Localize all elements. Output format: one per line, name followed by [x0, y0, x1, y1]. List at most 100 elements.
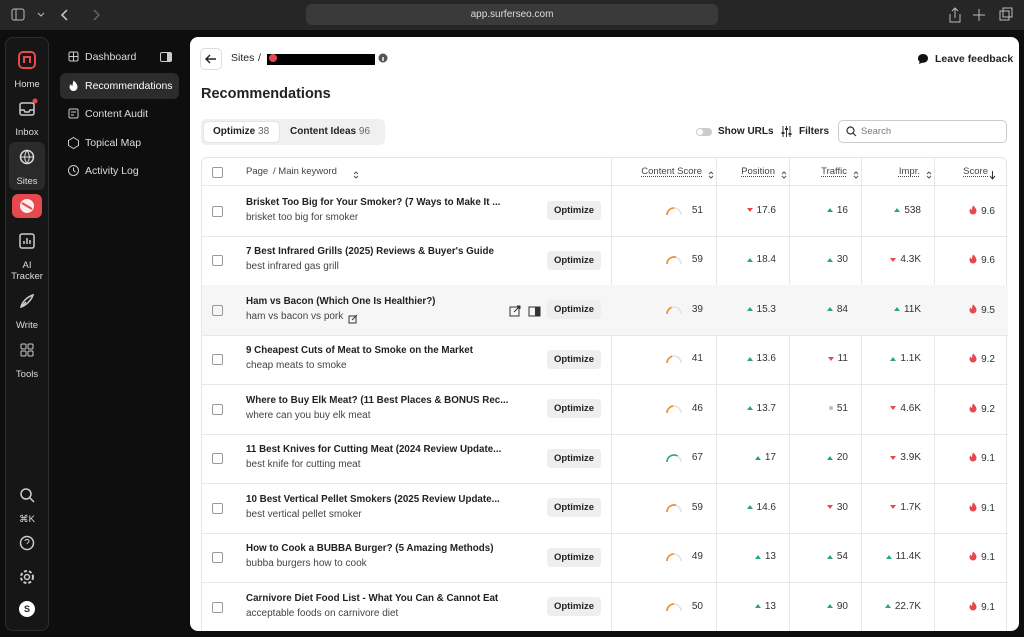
- position-cell: 13: [754, 600, 776, 612]
- checkbox[interactable]: [212, 502, 223, 514]
- row-actions[interactable]: [509, 304, 541, 322]
- trend-up: [746, 356, 753, 361]
- checkbox[interactable]: [212, 167, 223, 178]
- sort-icon: [926, 167, 932, 179]
- page-title[interactable]: 7 Best Infrared Grills (2025) Reviews & …: [246, 246, 494, 258]
- page-title[interactable]: 11 Best Knives for Cutting Meat (2024 Re…: [246, 444, 502, 456]
- trend-up: [754, 554, 761, 559]
- table: Page / Main keyword Content Score Position T…: [201, 157, 1008, 631]
- trend-up: [746, 406, 753, 411]
- page-title[interactable]: Brisket Too Big for Your Smoker? (7 Ways…: [246, 196, 501, 208]
- column-header[interactable]: Traffic: [821, 166, 847, 177]
- toggle[interactable]: [696, 128, 712, 136]
- sites-icon[interactable]: [16, 146, 38, 168]
- optimize-button[interactable]: Optimize: [547, 597, 601, 617]
- rail-label[interactable]: AI Tracker: [11, 260, 43, 282]
- optimize-button[interactable]: Optimize: [547, 201, 601, 221]
- checkbox[interactable]: [212, 453, 223, 465]
- position-value: 13: [764, 600, 776, 612]
- site-avatar[interactable]: [12, 194, 42, 218]
- inbox-icon[interactable]: [16, 98, 38, 120]
- optimize-button[interactable]: Optimize: [547, 547, 601, 567]
- sidebar-icon: [68, 108, 79, 119]
- page-title[interactable]: Carnivore Diet Food List - What You Can …: [246, 592, 499, 604]
- optimize-button[interactable]: Optimize: [547, 399, 601, 419]
- checkbox[interactable]: [212, 354, 223, 366]
- rail-label[interactable]: Home: [14, 79, 40, 90]
- checkbox[interactable]: [212, 403, 223, 415]
- info-icon[interactable]: [378, 53, 388, 63]
- optimize-button[interactable]: Optimize: [547, 300, 601, 320]
- impr-cell: 11K: [893, 304, 921, 315]
- sidebar-item[interactable]: Dashboard: [60, 44, 179, 70]
- position-value: 13.7: [756, 402, 776, 414]
- edit-icon[interactable]: [348, 311, 358, 329]
- breadcrumb[interactable]: Sites: [231, 52, 255, 64]
- avatar[interactable]: S: [19, 601, 35, 617]
- settings-icon[interactable]: [16, 566, 38, 588]
- column-header[interactable]: Content Score: [641, 166, 702, 177]
- browser-controls[interactable]: [10, 7, 100, 23]
- rail-label[interactable]: Tools: [15, 369, 39, 380]
- optimize-button[interactable]: Optimize: [547, 498, 601, 518]
- sort-glyph: [853, 171, 859, 179]
- position-cell: 13: [754, 551, 776, 562]
- rail-label[interactable]: Write: [16, 320, 38, 331]
- filters-button[interactable]: Filters: [799, 126, 830, 137]
- home-icon[interactable]: [16, 49, 38, 71]
- help-icon[interactable]: [16, 532, 38, 554]
- traffic-value: 30: [836, 254, 848, 266]
- row-action-glyphs: [509, 305, 541, 317]
- search-box[interactable]: Search: [838, 120, 1007, 143]
- tab[interactable]: Optimize 38: [213, 126, 269, 137]
- checkbox[interactable]: [212, 304, 223, 316]
- trend-down: [827, 356, 834, 361]
- column-header[interactable]: Position: [741, 166, 775, 177]
- optimize-button[interactable]: Optimize: [547, 448, 601, 468]
- gauge-fill: [666, 355, 673, 364]
- rail-label[interactable]: Inbox: [15, 127, 39, 138]
- page-title[interactable]: Ham vs Bacon (Which One Is Healthier?): [246, 295, 436, 307]
- checkbox[interactable]: [212, 601, 223, 613]
- search-icon[interactable]: [16, 484, 38, 506]
- address-bar[interactable]: app.surferseo.com: [306, 4, 718, 25]
- sidebar-item[interactable]: Topical Map: [60, 130, 179, 156]
- impr-value: 3.9K: [900, 452, 921, 464]
- rail-label[interactable]: Sites: [16, 176, 38, 187]
- optimize-button[interactable]: Optimize: [547, 250, 601, 270]
- column-header[interactable]: Score: [963, 166, 988, 177]
- checkbox[interactable]: [212, 205, 223, 217]
- page-title[interactable]: Where to Buy Elk Meat? (11 Best Places &…: [246, 394, 509, 406]
- checkbox[interactable]: [212, 255, 223, 267]
- page-title[interactable]: 10 Best Vertical Pellet Smokers (2025 Re…: [246, 493, 500, 505]
- collapse-icon[interactable]: [160, 52, 172, 62]
- sort-icon: [781, 167, 787, 179]
- position-cell: 15.3: [746, 303, 776, 315]
- sidebar-label: Topical Map: [85, 137, 142, 149]
- back-button[interactable]: [200, 48, 222, 70]
- tracker-icon[interactable]: [16, 230, 38, 252]
- optimize-button[interactable]: Optimize: [547, 349, 601, 369]
- position-cell: 14.6: [746, 502, 776, 513]
- write-icon[interactable]: [16, 290, 38, 312]
- traffic-value: 51: [836, 402, 848, 414]
- gauge-fill: [666, 602, 675, 611]
- column-header[interactable]: Page: [246, 166, 269, 177]
- tab[interactable]: Content Ideas 96: [290, 126, 370, 137]
- checkbox[interactable]: [212, 552, 223, 564]
- gauge-fill: [666, 454, 678, 463]
- page-title[interactable]: 9 Cheapest Cuts of Meat to Smoke on the …: [246, 345, 474, 357]
- position-value: 15.3: [756, 303, 776, 315]
- column-header[interactable]: Impr.: [898, 166, 920, 177]
- browser-actions[interactable]: [945, 6, 1015, 24]
- feedback-link[interactable]: Leave feedback: [935, 53, 1014, 65]
- sidebar-item[interactable]: Recommendations: [60, 73, 179, 99]
- toggle-label[interactable]: Show URLs: [718, 126, 774, 137]
- column-header[interactable]: / Main keyword: [273, 166, 337, 177]
- tools-icon[interactable]: [16, 339, 38, 361]
- traffic-value: 11: [837, 353, 848, 365]
- impr-cell: 22.7K: [884, 601, 921, 612]
- sidebar-item[interactable]: Activity Log: [60, 158, 179, 184]
- sidebar-item[interactable]: Content Audit: [60, 101, 179, 127]
- page-title[interactable]: How to Cook a BUBBA Burger? (5 Amazing M…: [246, 543, 494, 555]
